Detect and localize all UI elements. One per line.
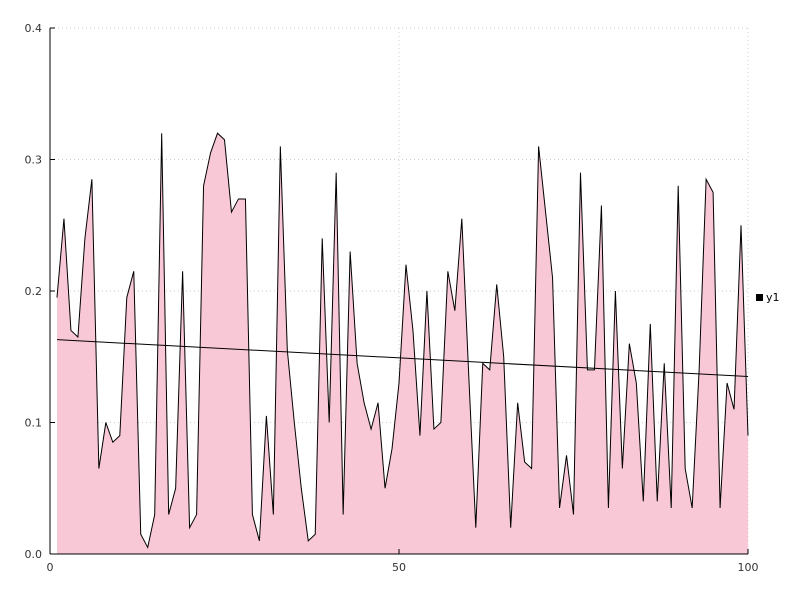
y-tick-label: 0.1 — [25, 417, 43, 430]
legend: y1 — [756, 291, 780, 304]
y-tick-label: 0.4 — [25, 22, 43, 35]
legend-label: y1 — [766, 291, 780, 304]
x-tick-label: 50 — [392, 561, 406, 574]
y-tick-label: 0.0 — [25, 548, 43, 561]
legend-square-icon — [756, 294, 763, 301]
y-tick-label: 0.3 — [25, 154, 43, 167]
x-tick-label: 100 — [738, 561, 759, 574]
x-tick-label: 0 — [47, 561, 54, 574]
y-tick-label: 0.2 — [25, 285, 43, 298]
